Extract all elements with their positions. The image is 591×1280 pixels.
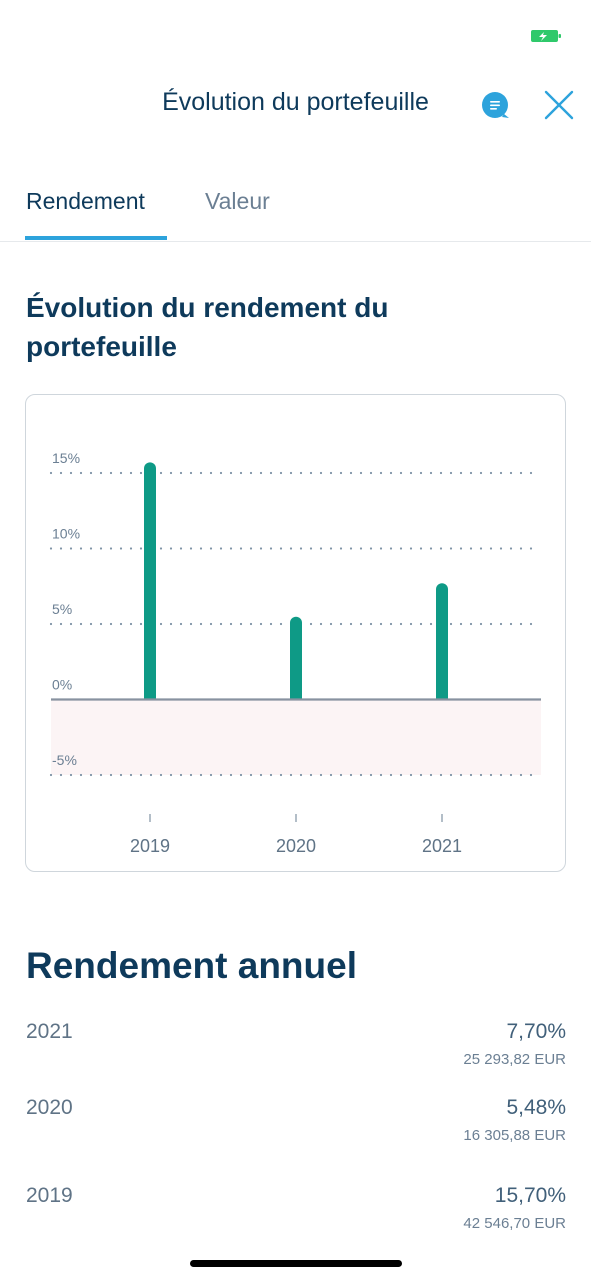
status-bar bbox=[0, 0, 591, 60]
tab-valeur[interactable]: Valeur bbox=[205, 188, 270, 214]
x-tick-label: 2019 bbox=[130, 836, 170, 856]
annual-percentage: 5,48% bbox=[506, 1096, 566, 1119]
page-title: Évolution du portefeuille bbox=[162, 88, 429, 116]
annual-amount: 42 546,70 EUR bbox=[463, 1215, 566, 1232]
bar bbox=[290, 616, 302, 700]
annual-year: 2020 bbox=[26, 1096, 73, 1119]
chart-card: 15% 10% 5% 0% -5% 2019 2020 2021 bbox=[25, 394, 566, 872]
close-icon[interactable] bbox=[540, 86, 578, 124]
annual-year: 2021 bbox=[26, 1020, 73, 1043]
bar bbox=[144, 462, 156, 700]
y-tick-label: 0% bbox=[52, 677, 72, 693]
tab-bar: Rendement Valeur bbox=[0, 180, 591, 242]
y-tick-label: 15% bbox=[52, 450, 80, 466]
annual-percentage: 15,70% bbox=[494, 1184, 566, 1207]
annual-percentage: 7,70% bbox=[506, 1020, 566, 1043]
returns-bar-chart: 15% 10% 5% 0% -5% 2019 2020 2021 bbox=[49, 450, 541, 856]
header: Évolution du portefeuille bbox=[0, 70, 591, 140]
chat-bubble-icon[interactable] bbox=[480, 90, 512, 122]
annual-row: 2021 7,70% 25 293,82 EUR bbox=[26, 1020, 566, 1090]
annual-returns-title: Rendement annuel bbox=[26, 945, 357, 986]
tab-rendement[interactable]: Rendement bbox=[26, 188, 145, 214]
annual-amount: 25 293,82 EUR bbox=[463, 1051, 566, 1068]
annual-year: 2019 bbox=[26, 1184, 73, 1207]
negative-zone bbox=[51, 699, 541, 775]
annual-amount: 16 305,88 EUR bbox=[463, 1127, 566, 1144]
bar bbox=[436, 583, 448, 700]
annual-row: 2020 5,48% 16 305,88 EUR bbox=[26, 1096, 566, 1166]
annual-row: 2019 15,70% 42 546,70 EUR bbox=[26, 1184, 566, 1254]
x-tick-label: 2020 bbox=[276, 836, 316, 856]
y-tick-label: -5% bbox=[52, 752, 77, 768]
section-title: Évolution du rendement du portefeuille bbox=[26, 292, 389, 362]
home-indicator bbox=[190, 1260, 402, 1267]
active-tab-indicator bbox=[25, 236, 167, 240]
y-tick-label: 5% bbox=[52, 601, 72, 617]
x-tick-label: 2021 bbox=[422, 836, 462, 856]
battery-charging-icon bbox=[531, 30, 561, 42]
y-tick-label: 10% bbox=[52, 526, 80, 542]
